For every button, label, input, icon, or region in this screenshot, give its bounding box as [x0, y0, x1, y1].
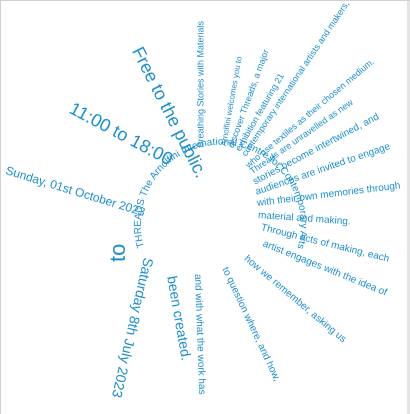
ring-text: THREADS The Arnolfini International Cent… — [133, 137, 309, 251]
svg-text:THREADS The Arnolfini Internat: THREADS The Arnolfini International Cent… — [133, 137, 309, 251]
sun-center — [184, 189, 262, 267]
page-edge — [407, 1, 410, 414]
